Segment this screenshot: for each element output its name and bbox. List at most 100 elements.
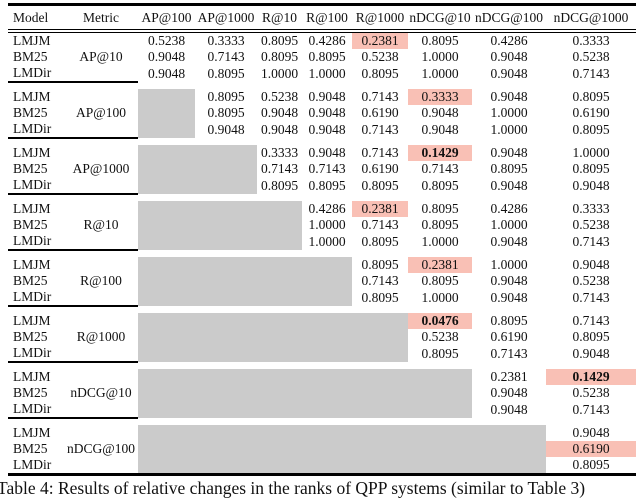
grayed-cell [302, 457, 352, 475]
grayed-cell [195, 345, 257, 362]
model-cell: LMDir [13, 457, 52, 472]
grayed-cell [302, 369, 352, 385]
metric-cell: nDCG@10 [70, 385, 132, 400]
group-separator [8, 361, 636, 369]
value-cell: 0.4286 [308, 33, 346, 48]
value-cell: 0.8095 [421, 33, 459, 48]
value-cell: 1.0000 [260, 65, 299, 81]
value-cell: 1.0000 [421, 49, 459, 64]
value-cell: 0.4286 [490, 201, 528, 216]
grayed-cell [138, 257, 195, 273]
model-cell: LMDir [13, 177, 52, 192]
value-cell: 0.9048 [572, 425, 610, 440]
value-cell: 0.9048 [490, 49, 528, 64]
value-cell: 0.9048 [147, 65, 186, 81]
group-separator-rule [8, 361, 138, 369]
value-cell: 0.8095 [260, 177, 299, 193]
value-cell: 0.5238 [572, 49, 610, 64]
highlighted-value-cell: 0.2381 [408, 257, 472, 273]
grayed-cell [195, 401, 257, 418]
table-row: LMDir 0.8095 0.8095 0.8095 0.8095 0.9048 0.904… [8, 177, 636, 194]
grayed-cell [302, 385, 352, 401]
metric-cell: AP@100 [76, 105, 126, 120]
grayed-cell [195, 425, 257, 441]
grayed-cell [352, 385, 408, 401]
value-cell: 0.8095 [308, 49, 346, 64]
model-cell: LMJM [13, 201, 51, 216]
grayed-cell [195, 273, 257, 289]
group-separator-rule [8, 305, 138, 313]
highlighted-value-cell: 0.6190 [546, 441, 636, 457]
table-row: LMJM R@100 0.8095 0.2381 1.0000 0.9048 [8, 257, 636, 288]
grayed-cell [195, 177, 257, 194]
value-cell: 1.0000 [421, 233, 459, 249]
qpp-rank-change-table: Model Metric AP@100 AP@1000 R@10 R@100 R@1000 n… [8, 3, 636, 476]
value-cell: 0.5238 [361, 49, 399, 64]
value-cell: 0.9048 [147, 49, 186, 64]
grayed-cell [257, 217, 302, 233]
value-cell: 0.9048 [490, 65, 528, 81]
value-cell: 0.4286 [308, 201, 346, 216]
value-cell: 0.7143 [361, 89, 399, 104]
group-separator-rule [8, 193, 138, 201]
model-cell: LMDir [13, 289, 52, 304]
grayed-cell [257, 385, 302, 401]
table-row: BM25 0.6190 [8, 441, 636, 457]
grayed-cell [408, 369, 472, 385]
model-cell: BM25 [13, 441, 48, 456]
grayed-cell [472, 425, 546, 441]
value-cell: 0.8095 [490, 313, 528, 328]
table-row: BM25 0.7143 0.7143 0.6190 0.7143 0.8095 0.8095 [8, 161, 636, 177]
grayed-cell [302, 273, 352, 289]
grayed-cell [257, 233, 302, 250]
grayed-cell [302, 289, 352, 306]
grayed-cell [408, 425, 472, 441]
value-cell: 0.6190 [361, 105, 399, 120]
value-cell: 0.9048 [260, 105, 299, 120]
value-cell: 1.0000 [421, 65, 459, 81]
model-cell: BM25 [13, 329, 48, 344]
table-caption: Table 4: Results of relative changes in … [0, 478, 586, 498]
value-cell: 0.9048 [490, 177, 528, 193]
model-cell: LMDir [13, 233, 52, 248]
grayed-cell [257, 425, 302, 441]
model-cell: LMDir [13, 121, 52, 136]
model-cell: LMJM [13, 369, 51, 384]
value-cell: 0.9048 [490, 385, 528, 400]
group-separator-rule [8, 249, 138, 257]
value-cell: 0.8095 [308, 177, 346, 193]
group-separator-blank [138, 306, 636, 313]
group-separator-blank [138, 418, 636, 425]
grayed-cell [408, 385, 472, 401]
group-separator-blank [138, 250, 636, 257]
grayed-cell [195, 385, 257, 401]
grayed-cell [138, 385, 195, 401]
group-separator [8, 81, 636, 89]
model-cell: LMJM [13, 145, 51, 160]
highlighted-value-cell: 0.2381 [352, 201, 408, 217]
value-cell: 0.3333 [572, 33, 610, 48]
value-cell: 0.9048 [490, 233, 528, 249]
metric-cell: AP@1000 [72, 161, 130, 176]
value-cell: 0.8095 [361, 177, 399, 193]
value-cell: 0.7143 [572, 65, 610, 81]
value-cell: 0.8095 [421, 273, 459, 288]
value-cell: 0.5238 [147, 33, 186, 48]
model-cell: LMDir [13, 345, 52, 360]
value-cell: 0.9048 [572, 345, 610, 361]
grayed-cell [195, 441, 257, 457]
table-row: LMJM AP@100 0.8095 0.5238 0.9048 0.7143 0.3333… [8, 89, 636, 120]
grayed-cell [257, 273, 302, 289]
grayed-cell [195, 289, 257, 306]
grayed-cell [138, 233, 195, 250]
grayed-cell [302, 257, 352, 273]
model-cell: BM25 [13, 105, 48, 120]
value-cell: 0.7143 [572, 313, 610, 328]
table-header: Model Metric AP@100 AP@1000 R@10 R@100 R@1000 n… [8, 5, 636, 31]
value-cell: 0.7143 [361, 145, 399, 160]
table-row: LMDir 0.8095 [8, 457, 636, 475]
grayed-cell [257, 201, 302, 217]
grayed-cell [138, 425, 195, 441]
table-row: LMJM nDCG@100 0.9048 [8, 425, 636, 456]
value-cell: 1.0000 [308, 65, 346, 81]
